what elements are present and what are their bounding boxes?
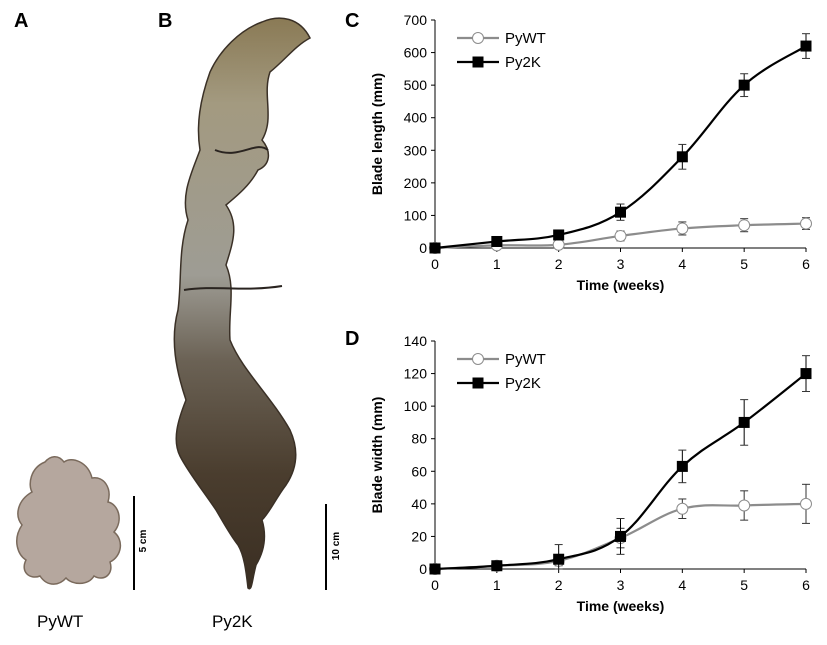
- chart-c-point-py2k: [738, 79, 750, 91]
- photo-label-py2k: Py2K: [212, 612, 253, 631]
- scale-label-a: 5 cm: [138, 529, 149, 552]
- chart-d-x-tick-label: 0: [431, 577, 439, 593]
- chart-d-point-pywt: [738, 499, 751, 512]
- scale-label-b: 10 cm: [331, 532, 342, 560]
- chart-d-y-tick-label: 80: [411, 431, 427, 447]
- chart-c-x-tick-label: 4: [678, 256, 686, 272]
- chart-c-x-axis-label: Time (weeks): [577, 277, 665, 293]
- chart-d-point-pywt: [800, 497, 812, 510]
- chart-c-point-pywt: [614, 229, 627, 242]
- chart-c-point-py2k: [553, 229, 565, 241]
- chart-c-point-py2k: [429, 242, 441, 254]
- photo-label-pywt: PyWT: [37, 612, 84, 631]
- chart-c-point-py2k: [615, 206, 626, 218]
- chart-c-point-py2k: [491, 235, 503, 247]
- chart-d-point-py2k: [553, 553, 565, 565]
- blade-length-chart: 0 100 200 300 400 500 600 700 0 1 2 3 4 5 6 Time (weeks…: [369, 12, 812, 293]
- chart-c-legend-marker-pywt: [472, 32, 484, 44]
- panel-label-a: A: [14, 10, 29, 32]
- chart-c-y-tick-label: 200: [404, 175, 428, 191]
- chart-c-y-axis-label: Blade length (mm): [369, 73, 385, 195]
- chart-d-point-py2k: [615, 530, 626, 542]
- chart-c-y-tick-label: 0: [419, 240, 427, 256]
- chart-d-y-tick-label: 60: [411, 463, 427, 479]
- chart-d-x-tick-label: 1: [493, 577, 501, 593]
- chart-d-y-tick-label: 140: [404, 333, 428, 349]
- py2k-blade-fold: [183, 285, 283, 291]
- chart-c-point-pywt: [738, 219, 751, 232]
- chart-d-x-tick-label: 5: [740, 577, 748, 593]
- chart-c-y-tick-label: 100: [404, 207, 428, 223]
- chart-c-point-pywt: [676, 222, 689, 235]
- chart-d-point-py2k: [800, 368, 812, 380]
- chart-c-x-tick-label: 5: [740, 256, 748, 272]
- panel-label-d: D: [345, 328, 360, 350]
- py2k-blade-photo: [173, 17, 311, 590]
- chart-c-point-py2k: [800, 40, 812, 52]
- chart-d-legend-label-pywt: PyWT: [505, 351, 546, 368]
- chart-c-x-tick-label: 1: [493, 256, 501, 272]
- blade-photos: 5 cm 10 cm: [16, 17, 342, 590]
- chart-c-legend-label-pywt: PyWT: [505, 30, 546, 47]
- chart-d-y-axis-label: Blade width (mm): [369, 397, 385, 514]
- chart-d-y-tick-label: 20: [411, 528, 427, 544]
- chart-c-x-tick-label: 0: [431, 256, 439, 272]
- chart-d-legend-marker-py2k: [472, 377, 484, 389]
- blade-width-chart: 0 20 40 60 80 100 120 140 0 1 2 3 4 5 6 Time (weeks) Bla…: [369, 333, 812, 614]
- chart-d-y-tick-label: 0: [419, 561, 427, 577]
- pywt-blade-photo: [16, 456, 122, 585]
- chart-c-y-tick-label: 300: [404, 142, 428, 158]
- chart-c-y-tick-label: 500: [404, 77, 428, 93]
- chart-c-y-tick-label: 400: [404, 110, 428, 126]
- panel-label-c: C: [345, 10, 360, 32]
- chart-c-x-tick-label: 6: [802, 256, 810, 272]
- chart-c-point-pywt: [800, 217, 812, 230]
- chart-d-x-tick-label: 6: [802, 577, 810, 593]
- chart-c-x-tick-label: 2: [555, 256, 563, 272]
- chart-c-legend-marker-py2k: [472, 56, 484, 68]
- chart-d-x-tick-label: 3: [617, 577, 625, 593]
- chart-d-legend-marker-pywt: [472, 353, 484, 365]
- chart-d-point-py2k: [676, 460, 688, 472]
- chart-d-y-tick-label: 120: [404, 366, 428, 382]
- chart-c-legend-label-py2k: Py2K: [505, 54, 541, 71]
- panel-label-b: B: [158, 10, 173, 32]
- chart-c-point-pywt: [552, 238, 565, 251]
- chart-d-legend-label-py2k: Py2K: [505, 375, 541, 392]
- chart-d-point-pywt: [676, 502, 689, 515]
- chart-d-x-axis-label: Time (weeks): [577, 598, 665, 614]
- chart-d-point-py2k: [491, 560, 503, 572]
- chart-d-point-py2k: [429, 563, 441, 575]
- chart-d-x-tick-label: 4: [678, 577, 686, 593]
- chart-c-x-tick-label: 3: [617, 256, 625, 272]
- chart-c-y-tick-label: 700: [404, 12, 428, 28]
- py2k-blade-fold: [214, 146, 269, 154]
- chart-c-point-py2k: [676, 151, 688, 163]
- chart-d-point-py2k: [738, 416, 750, 428]
- chart-d-x-tick-label: 2: [555, 577, 563, 593]
- chart-d-y-tick-label: 100: [404, 398, 428, 414]
- chart-c-y-tick-label: 600: [404, 45, 428, 61]
- chart-d-y-tick-label: 40: [411, 496, 427, 512]
